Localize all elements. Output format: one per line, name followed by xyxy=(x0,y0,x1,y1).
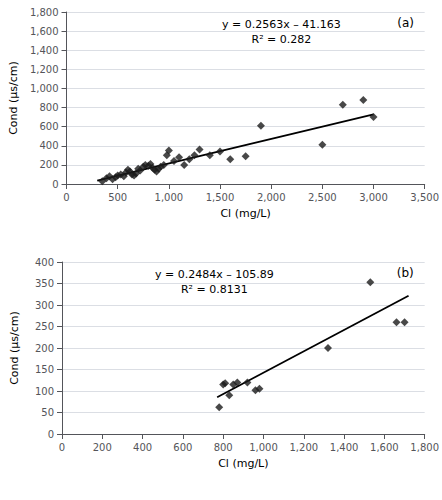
svg-text:1,200: 1,200 xyxy=(289,442,318,453)
svg-text:(a): (a) xyxy=(397,16,414,30)
svg-text:0: 0 xyxy=(52,179,58,190)
svg-text:400: 400 xyxy=(39,140,58,151)
svg-text:400: 400 xyxy=(133,442,152,453)
svg-text:1,200: 1,200 xyxy=(30,64,59,75)
svg-text:500: 500 xyxy=(108,192,127,203)
svg-text:350: 350 xyxy=(35,278,54,289)
svg-text:300: 300 xyxy=(35,300,54,311)
svg-text:2,000: 2,000 xyxy=(257,192,286,203)
svg-text:250: 250 xyxy=(35,321,54,332)
svg-text:R² = 0.8131: R² = 0.8131 xyxy=(181,283,248,296)
svg-text:800: 800 xyxy=(214,442,233,453)
svg-text:(b): (b) xyxy=(397,266,414,280)
svg-text:0: 0 xyxy=(63,192,69,203)
svg-text:0: 0 xyxy=(59,442,65,453)
svg-text:3,000: 3,000 xyxy=(359,192,388,203)
svg-text:1,000: 1,000 xyxy=(155,192,184,203)
svg-text:1,500: 1,500 xyxy=(206,192,235,203)
svg-text:800: 800 xyxy=(39,102,58,113)
svg-text:Cl (mg/L): Cl (mg/L) xyxy=(220,207,270,220)
svg-text:y = 0.2563x – 41.163: y = 0.2563x – 41.163 xyxy=(222,18,341,31)
svg-text:100: 100 xyxy=(35,386,54,397)
svg-text:200: 200 xyxy=(93,442,112,453)
svg-text:1,000: 1,000 xyxy=(30,83,59,94)
svg-text:1,400: 1,400 xyxy=(30,45,59,56)
svg-text:3,500: 3,500 xyxy=(410,192,439,203)
svg-text:Cond (µs/cm): Cond (µs/cm) xyxy=(7,61,20,135)
svg-text:1,400: 1,400 xyxy=(330,442,359,453)
svg-text:1,600: 1,600 xyxy=(370,442,399,453)
svg-text:y = 0.2484x – 105.89: y = 0.2484x – 105.89 xyxy=(155,268,274,281)
svg-text:50: 50 xyxy=(41,407,54,418)
svg-text:R² = 0.282: R² = 0.282 xyxy=(252,33,312,46)
svg-text:150: 150 xyxy=(35,364,54,375)
svg-text:600: 600 xyxy=(173,442,192,453)
svg-text:1,000: 1,000 xyxy=(249,442,278,453)
svg-text:400: 400 xyxy=(35,257,54,268)
svg-text:Cl (mg/L): Cl (mg/L) xyxy=(218,457,268,470)
svg-text:200: 200 xyxy=(39,159,58,170)
svg-text:200: 200 xyxy=(35,343,54,354)
svg-text:Cond (µs/cm): Cond (µs/cm) xyxy=(8,311,21,385)
svg-text:600: 600 xyxy=(39,121,58,132)
svg-text:1,600: 1,600 xyxy=(30,26,59,37)
svg-text:0: 0 xyxy=(48,429,54,440)
svg-text:1,800: 1,800 xyxy=(410,442,439,453)
svg-text:1,800: 1,800 xyxy=(30,7,59,18)
svg-text:2,500: 2,500 xyxy=(308,192,337,203)
